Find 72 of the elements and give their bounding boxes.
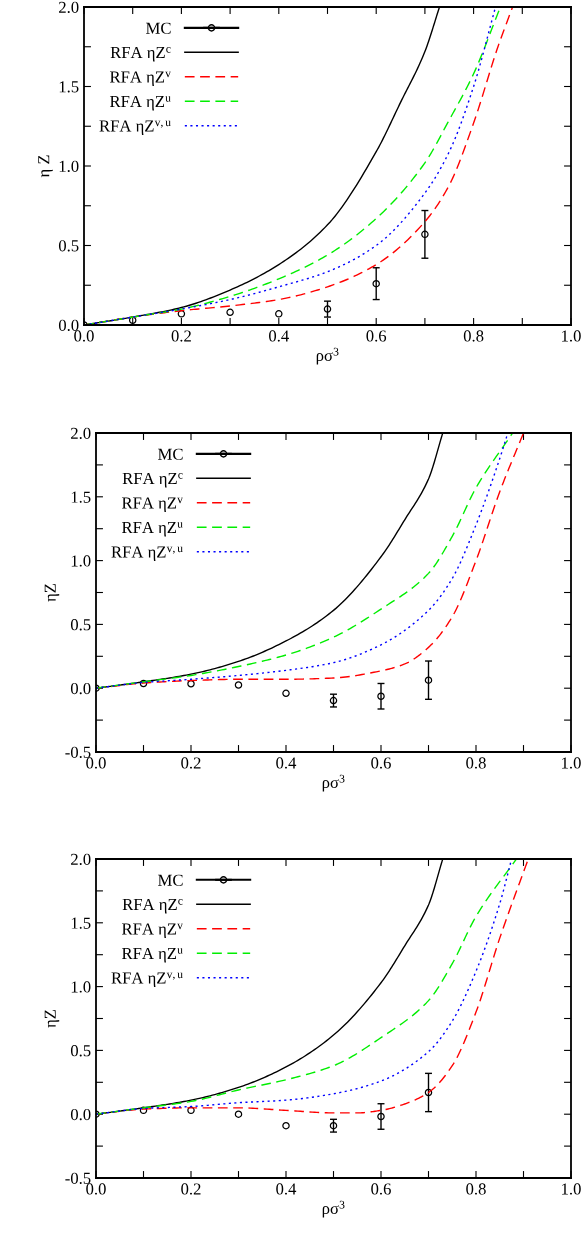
point <box>377 1112 385 1121</box>
y-tick-label: -0.5 <box>65 1172 91 1185</box>
point <box>139 679 148 688</box>
point <box>177 310 186 318</box>
x-tick-label: 0.8 <box>463 330 484 342</box>
legend-label: MC <box>158 448 183 460</box>
y-tick-label: 0.5 <box>70 1045 91 1057</box>
y-axis-title: ηZ <box>44 583 60 602</box>
legend-label: RFA ηZ$^{v}$ <box>109 71 171 86</box>
point <box>234 1110 243 1118</box>
y-tick-label: 0.5 <box>70 619 91 631</box>
y-tick-label: 2.0 <box>71 853 91 866</box>
x-axis-title: ρσ$^{3}$ <box>322 774 345 792</box>
y-tick-label: 1.0 <box>59 160 79 173</box>
legend-label: RFA ηZ$^{c}$ <box>122 472 183 488</box>
y-tick-label: -0.5 <box>65 746 91 759</box>
x-tick-label: 1.0 <box>562 757 581 769</box>
x-tick-label: 0.0 <box>86 1183 106 1195</box>
x-tick-label: 0.4 <box>276 757 297 769</box>
legend-label: RFA ηZ$^{u}$ <box>109 95 171 111</box>
x-tick-label: 0.2 <box>181 757 201 769</box>
y-axis-title: η Z <box>38 155 53 178</box>
x-tick-label: 0.8 <box>466 1183 486 1195</box>
legend-label: RFA ηZ$^{v,u}$ <box>111 546 183 561</box>
legend-label: RFA ηZ$^{v,u}$ <box>111 972 183 987</box>
x-tick-label: 0.4 <box>269 330 289 342</box>
legend-label: RFA ηZ$^{v}$ <box>121 497 183 512</box>
x-tick-label: 0.4 <box>276 1183 297 1195</box>
y-tick-label: 0.5 <box>58 240 79 252</box>
x-tick-label: 0.8 <box>466 757 486 769</box>
legend-label: RFA ηZ$^{v,u}$ <box>99 120 171 135</box>
legend-label: RFA ηZ$^{v}$ <box>121 923 183 938</box>
point <box>424 676 433 684</box>
legend-label: MC <box>146 22 171 34</box>
x-tick-label: 1.0 <box>562 330 581 342</box>
y-tick-label: 1.5 <box>59 81 79 93</box>
legend-label: RFA ηZ$^{c}$ <box>110 46 171 62</box>
x-tick-label: 0.6 <box>371 1183 391 1195</box>
y-tick-label: 1.5 <box>71 917 91 929</box>
x-tick-label: 1.0 <box>562 1183 581 1195</box>
point <box>424 1088 433 1097</box>
y-axis-title: ηZ <box>44 1009 60 1028</box>
y-tick-label: 1.0 <box>71 555 91 567</box>
y-tick-label: 2.0 <box>59 1 79 14</box>
point <box>421 230 429 239</box>
y-tick-label: 1.5 <box>71 491 91 503</box>
point <box>128 316 137 324</box>
y-tick-label: 0.0 <box>58 319 79 332</box>
point <box>377 692 385 700</box>
legend-label: RFA ηZ$^{u}$ <box>121 947 183 963</box>
x-axis-title: ρσ$^{3}$ <box>322 1200 345 1218</box>
point <box>282 689 290 698</box>
point <box>187 1106 195 1115</box>
y-tick-label: 0.0 <box>70 682 91 695</box>
legend-label: MC <box>158 874 183 886</box>
point <box>275 310 283 318</box>
point <box>323 305 332 313</box>
x-tick-label: 0.6 <box>371 757 391 769</box>
point <box>234 681 243 689</box>
x-axis-title: ρσ$^{3}$ <box>316 347 339 365</box>
point <box>372 279 380 288</box>
y-tick-label: 0.0 <box>70 1108 91 1121</box>
legend-label: RFA ηZ$^{c}$ <box>122 898 183 914</box>
x-tick-label: 0.2 <box>181 1183 201 1195</box>
x-tick-label: 0.2 <box>171 330 191 342</box>
point <box>226 308 234 317</box>
x-tick-label: 0.6 <box>366 330 387 342</box>
x-tick-label: 0.0 <box>86 757 106 769</box>
y-tick-label: 2.0 <box>71 427 91 440</box>
legend-label: RFA ηZ$^{u}$ <box>121 521 183 537</box>
y-tick-label: 1.0 <box>71 981 91 993</box>
point <box>282 1121 290 1130</box>
